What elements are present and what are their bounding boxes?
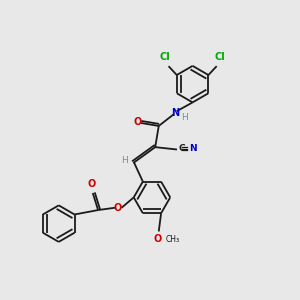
Text: H: H xyxy=(121,157,128,166)
Text: O: O xyxy=(134,117,142,127)
Text: Cl: Cl xyxy=(215,52,226,62)
Text: O: O xyxy=(153,234,162,244)
Text: Cl: Cl xyxy=(160,52,170,62)
Text: O: O xyxy=(114,203,122,213)
Text: N: N xyxy=(171,108,179,118)
Text: O: O xyxy=(88,179,96,190)
Text: CH₃: CH₃ xyxy=(165,235,179,244)
Text: H: H xyxy=(181,112,188,122)
Text: N: N xyxy=(189,144,196,153)
Text: C: C xyxy=(178,144,185,153)
